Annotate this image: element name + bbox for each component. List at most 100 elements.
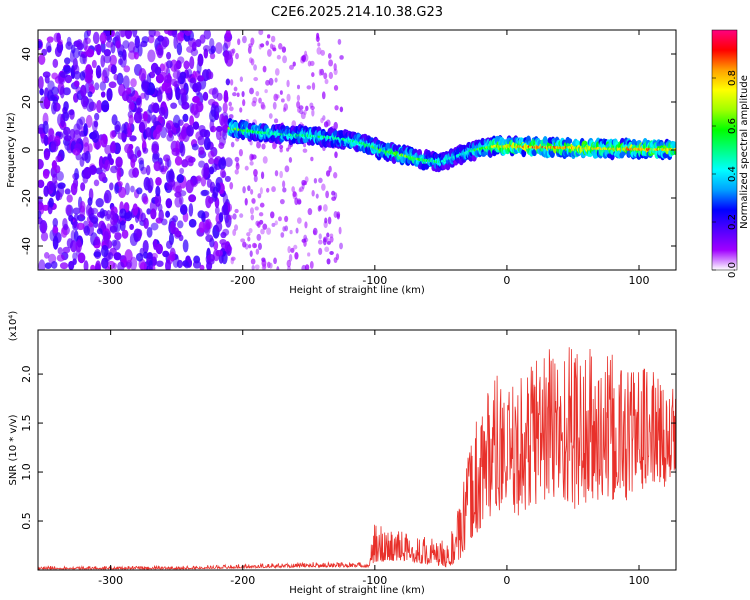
sparse-cell [256,221,261,228]
noise-cell [191,143,199,151]
noise-cell [89,212,95,220]
noise-cell [40,231,49,242]
noise-cell [205,195,212,209]
noise-cell [145,164,151,176]
colorbar-gradient [712,30,737,270]
sparse-cell [280,98,285,103]
noise-cell [172,114,181,128]
x-tick-label: -200 [230,574,255,587]
noise-cell [188,156,196,163]
sparse-cell [313,177,318,184]
sparse-cell [282,55,287,64]
noise-cell [158,106,166,116]
sparse-cell [312,230,317,235]
sparse-cell [260,101,265,109]
sparse-cell [328,71,334,80]
sparse-cell [328,59,334,67]
noise-cell [112,239,121,251]
sparse-cell [227,246,233,252]
noise-cell [113,73,119,81]
noise-cell [96,43,102,56]
noise-cell [171,78,178,87]
sparse-cell [250,37,255,46]
sparse-cell [235,52,239,60]
sparse-cell [298,188,302,193]
sparse-cell [260,43,265,48]
noise-cell [166,51,172,60]
noise-cell [94,112,100,121]
sparse-cell [304,221,308,229]
sparse-cell [264,89,268,94]
noise-cell [202,44,211,52]
noise-cell [167,91,172,101]
sparse-cell [253,168,258,177]
noise-cell [192,121,200,130]
sparse-cell [303,237,309,243]
sparse-cell [261,257,266,262]
noise-cell [56,254,65,262]
sparse-cell [329,250,334,255]
noise-cell [63,65,72,75]
noise-cell [146,226,153,238]
noise-cell [135,252,144,262]
noise-cell [198,160,206,168]
sparse-cell [241,90,245,98]
spectrogram-y-axis-title: Frequency (Hz) [6,112,17,188]
noise-cell [73,80,80,88]
sparse-cell [321,91,326,100]
noise-cell [148,30,156,38]
noise-cell [176,174,185,184]
sparse-cell [317,205,322,212]
noise-cell [224,175,231,182]
sparse-cell [311,72,315,78]
noise-cell [122,75,130,90]
sparse-cell [256,233,262,241]
noise-cell [79,71,86,81]
sparse-cell [235,162,240,170]
y-tick-label: 1.0 [20,463,33,481]
noise-cell [72,258,77,265]
sparse-cell [236,92,240,97]
sparse-cell [298,105,304,110]
noise-cell [76,39,83,50]
noise-cell [185,179,194,194]
noise-cell [114,182,119,195]
noise-cell [63,126,71,136]
sparse-cell [296,198,302,205]
sparse-cell [282,187,287,193]
noise-cell [114,232,122,241]
noise-cell [202,91,209,101]
noise-cell [104,144,113,155]
noise-cell [225,78,231,86]
noise-cell [220,115,229,130]
sparse-cell [307,208,313,216]
noise-cell [171,30,178,38]
sparse-cell [283,103,289,111]
x-tick-label: -100 [362,274,387,287]
noise-cell [197,210,206,219]
noise-cell [189,115,195,127]
sparse-cell [242,241,247,248]
noise-cell [57,182,66,190]
sparse-cell [284,225,289,232]
ridge-cell [417,149,423,156]
sparse-cell [320,117,324,124]
noise-cell [171,147,180,157]
noise-cell [127,122,132,136]
noise-cell [38,259,46,270]
noise-cell [115,40,121,49]
colorbar: 0.0 0.2 0.4 0.6 0.8 Normalized spectral ampl… [711,29,750,278]
colorbar-ticks: 0.0 0.2 0.4 0.6 0.8 [712,70,738,278]
sparse-cell [279,90,283,95]
sparse-cell [251,154,257,160]
noise-cell [95,260,102,270]
noise-cell [215,128,222,141]
noise-cell [204,219,211,231]
noise-cell [95,65,102,79]
sparse-cell [335,253,340,261]
sparse-cell [318,247,323,255]
sparse-cell [273,257,277,265]
noise-cell [223,210,230,224]
sparse-cell [238,148,243,157]
noise-cell [165,198,173,209]
